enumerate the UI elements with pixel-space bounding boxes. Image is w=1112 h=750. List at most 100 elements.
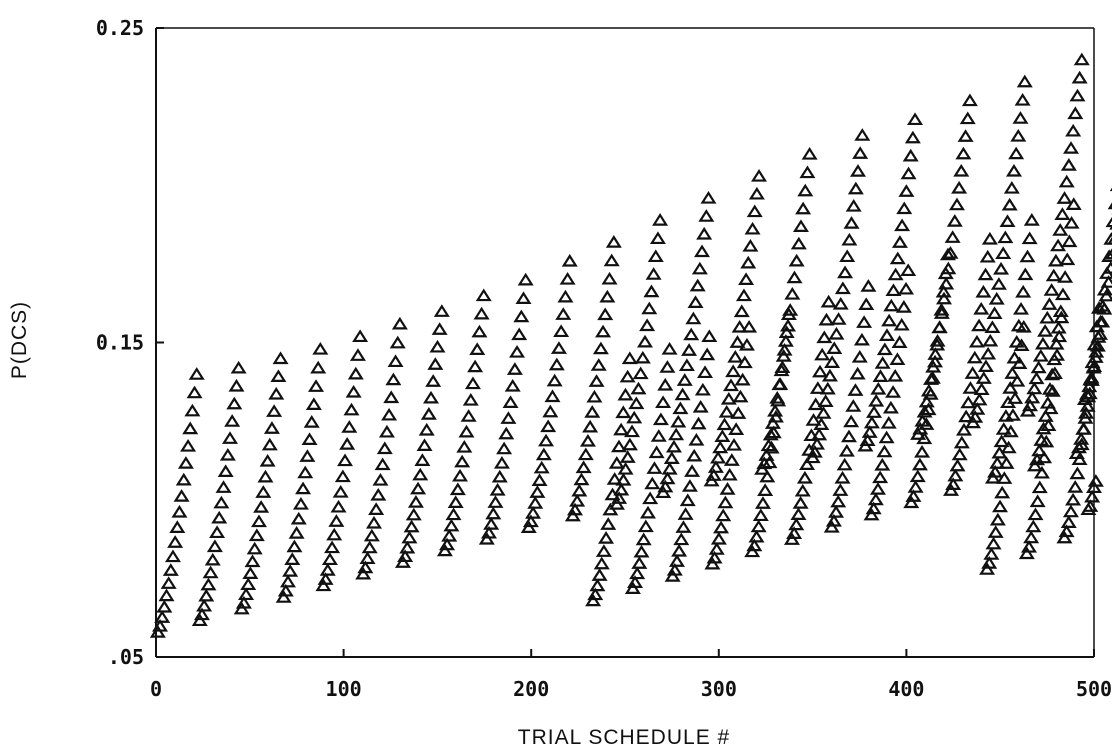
data-point-marker — [1061, 234, 1078, 248]
data-point-marker — [1015, 319, 1032, 333]
data-point-marker — [825, 513, 842, 527]
data-point-marker — [299, 449, 316, 462]
data-point-marker — [764, 416, 781, 429]
data-point-marker — [604, 487, 621, 501]
data-point-marker — [770, 393, 787, 407]
data-point-marker — [1059, 252, 1076, 266]
data-point-marker — [557, 289, 574, 303]
data-point-marker — [719, 482, 736, 495]
data-point-marker — [1101, 249, 1112, 262]
data-point-marker — [870, 381, 887, 395]
data-point-marker — [399, 540, 416, 554]
data-point-marker — [1044, 384, 1061, 397]
data-point-marker — [250, 514, 267, 528]
data-point-marker — [469, 342, 486, 355]
data-point-marker — [297, 465, 314, 479]
data-point-marker — [828, 505, 845, 518]
data-point-marker — [889, 251, 906, 265]
data-point-marker — [1003, 181, 1020, 194]
data-point-marker — [1073, 52, 1090, 66]
data-point-marker — [765, 425, 782, 439]
data-point-marker — [1035, 421, 1052, 435]
data-point-marker — [751, 169, 768, 182]
data-point-marker — [464, 376, 481, 390]
data-point-marker — [767, 403, 784, 417]
data-point-marker — [959, 111, 976, 125]
data-point-marker — [759, 469, 776, 483]
data-point-marker — [1034, 336, 1051, 350]
data-point-marker — [164, 549, 181, 563]
data-point-marker — [868, 393, 885, 407]
data-point-marker — [754, 496, 771, 509]
data-point-marker — [1041, 297, 1058, 310]
data-point-marker — [832, 483, 849, 496]
data-point-marker — [355, 566, 372, 580]
data-point-marker — [694, 382, 711, 396]
data-point-marker — [462, 393, 479, 406]
data-point-marker — [710, 450, 727, 464]
data-point-marker — [763, 440, 780, 454]
data-point-marker — [772, 377, 789, 390]
data-point-marker — [270, 369, 287, 383]
data-point-marker — [860, 279, 877, 292]
data-point-marker — [487, 495, 504, 508]
data-point-marker — [617, 387, 634, 401]
data-point-marker — [933, 302, 950, 316]
data-point-marker — [809, 437, 826, 450]
data-point-marker — [986, 306, 1003, 319]
data-point-marker — [731, 319, 748, 333]
data-point-marker — [645, 267, 662, 280]
data-point-marker — [927, 354, 944, 368]
data-point-marker — [685, 311, 702, 325]
data-point-marker — [1088, 319, 1105, 333]
data-point-marker — [173, 489, 190, 502]
data-point-marker — [156, 599, 173, 613]
data-point-marker — [324, 540, 341, 554]
data-point-marker — [760, 438, 777, 452]
data-point-marker — [628, 396, 645, 410]
data-point-marker — [383, 390, 400, 404]
data-point-marker — [186, 385, 203, 399]
data-point-marker — [603, 253, 620, 267]
data-point-marker — [1105, 216, 1112, 228]
data-point-marker — [746, 204, 763, 218]
data-point-marker — [478, 531, 495, 545]
data-point-marker — [896, 201, 913, 215]
data-point-marker — [496, 441, 513, 455]
data-point-marker — [149, 625, 166, 638]
data-point-marker — [696, 226, 713, 240]
data-point-marker — [347, 366, 364, 380]
data-point-marker — [805, 413, 822, 426]
data-point-marker — [916, 431, 933, 445]
data-point-marker — [661, 341, 678, 355]
data-point-marker — [349, 348, 366, 361]
data-point-marker — [504, 378, 521, 392]
data-point-marker — [633, 544, 650, 558]
data-point-marker — [853, 332, 870, 346]
data-point-marker — [852, 146, 869, 159]
data-point-marker — [1018, 546, 1035, 560]
data-point-marker — [659, 471, 676, 485]
data-point-marker — [847, 181, 864, 195]
data-point-marker — [966, 350, 983, 364]
data-point-marker — [830, 494, 847, 508]
data-point-marker — [1090, 330, 1107, 343]
data-point-marker — [586, 389, 603, 403]
data-point-marker — [606, 472, 623, 485]
data-point-marker — [1099, 266, 1112, 279]
data-point-marker — [1087, 474, 1104, 487]
data-point-marker — [1030, 360, 1047, 374]
data-point-marker — [542, 404, 559, 418]
data-point-marker — [668, 554, 685, 567]
data-point-marker — [686, 448, 703, 462]
data-point-marker — [872, 369, 889, 382]
data-point-marker — [736, 355, 753, 369]
data-point-marker — [832, 296, 849, 310]
data-point-marker — [261, 437, 278, 451]
data-point-marker — [678, 358, 695, 372]
data-point-marker — [506, 362, 523, 375]
data-point-marker — [1058, 524, 1075, 538]
data-point-marker — [595, 544, 612, 557]
data-point-marker — [1023, 213, 1040, 226]
data-point-marker — [1080, 389, 1097, 403]
